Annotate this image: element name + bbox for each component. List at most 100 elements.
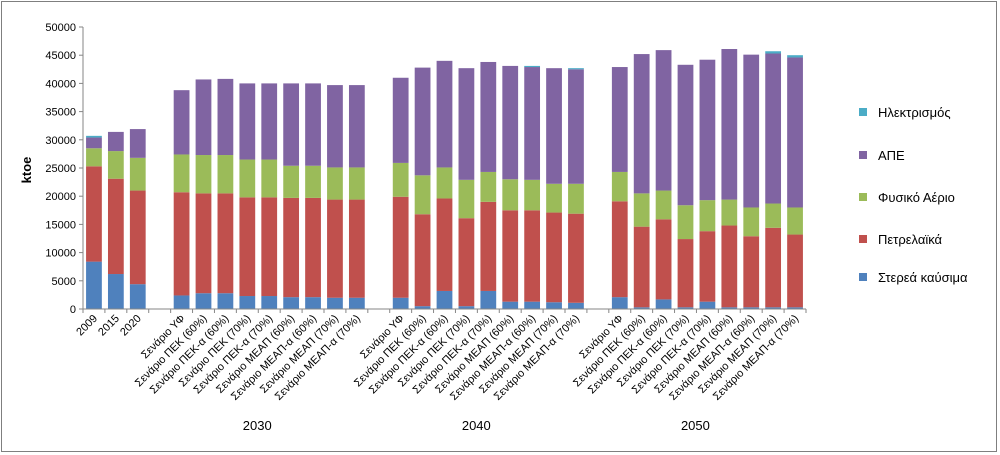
bar-segment: [721, 307, 738, 309]
bar-segment: [173, 90, 190, 155]
bar-segment: [305, 83, 321, 166]
bar-segment: [721, 49, 738, 200]
bar-segment: [436, 198, 453, 291]
bar-segment: [677, 307, 694, 309]
bar-segment: [524, 301, 541, 309]
bar-segment: [217, 78, 234, 156]
legend-label: Ηλεκτρισμός: [878, 105, 951, 120]
bar-segment: [611, 67, 628, 172]
y-tick-label: 45000: [45, 50, 76, 62]
bar-segment: [348, 199, 365, 298]
legend-label: ΑΠΕ: [878, 148, 905, 163]
bar-segment: [743, 236, 760, 308]
group-label: 2050: [681, 418, 710, 433]
bar-segment: [392, 297, 409, 309]
y-tick-label: 10000: [45, 248, 76, 260]
bar-segment: [611, 171, 628, 202]
bar-segment: [568, 302, 584, 309]
bar-segment: [239, 83, 256, 160]
bar-segment: [283, 83, 300, 166]
x-tick-label: 2020: [118, 313, 144, 339]
bar-segment: [524, 179, 541, 211]
x-tick-label: 2009: [74, 313, 100, 339]
group-label: 2030: [243, 418, 272, 433]
bar-segment: [699, 301, 716, 309]
bar-segment: [327, 297, 343, 309]
bar-segment: [261, 197, 278, 297]
bar-segment: [414, 175, 431, 215]
bar-segment: [86, 148, 102, 167]
bar-segment: [787, 307, 803, 309]
bar-segment: [129, 284, 146, 309]
legend-swatch: [859, 235, 867, 243]
bar-segment: [436, 167, 453, 199]
bar-segment: [502, 301, 519, 309]
bar-segment: [655, 50, 672, 191]
bar-segment: [787, 207, 803, 235]
bar-segment: [86, 137, 102, 149]
bar-segment: [217, 193, 234, 294]
plot-area: [86, 49, 803, 309]
bar-segment: [283, 297, 300, 309]
bar-segment: [107, 131, 124, 152]
y-tick-label: 15000: [45, 219, 76, 231]
y-tick-label: 50000: [45, 22, 76, 34]
bar-segment: [86, 166, 102, 262]
bar-segment: [195, 155, 212, 194]
bar-segment: [633, 54, 650, 194]
bar-segment: [86, 135, 102, 138]
bar-segment: [524, 67, 541, 180]
bar-segment: [611, 297, 628, 309]
bar-segment: [765, 227, 782, 308]
bar-segment: [261, 83, 278, 160]
legend-label: Στερεά καύσιμα: [878, 270, 968, 285]
bar-segment: [677, 239, 694, 308]
bar-segment: [743, 307, 760, 309]
bar-segment: [458, 218, 475, 307]
bar-segment: [765, 51, 782, 54]
bar-segment: [743, 54, 760, 208]
bar-segment: [480, 201, 497, 291]
bar-segment: [195, 293, 212, 309]
bar-segment: [261, 159, 278, 198]
bar-segment: [392, 77, 409, 163]
legend-swatch: [859, 151, 867, 159]
bar-segment: [173, 154, 190, 193]
bar-segment: [546, 212, 562, 303]
bar-segment: [239, 197, 256, 297]
bar-segment: [348, 297, 365, 309]
bar-segment: [327, 85, 343, 168]
bar-segment: [502, 65, 519, 180]
bar-segment: [348, 85, 365, 168]
bar-segment: [173, 192, 190, 296]
y-tick-label: 30000: [45, 135, 76, 147]
bar-segment: [699, 59, 716, 201]
bar-segment: [568, 68, 584, 70]
legend-label: Φυσικό Αέριο: [878, 190, 955, 205]
bar-segment: [787, 234, 803, 308]
bar-segment: [392, 196, 409, 298]
bar-segment: [414, 67, 431, 176]
bar-segment: [568, 183, 584, 214]
legend-label: Πετρελαϊκά: [878, 232, 943, 247]
bar-segment: [239, 159, 256, 198]
bar-segment: [283, 197, 300, 298]
bar-segment: [327, 167, 343, 200]
bar-segment: [239, 296, 256, 309]
bar-segment: [107, 178, 124, 275]
bar-segment: [546, 183, 562, 213]
bar-segment: [787, 57, 803, 208]
bar-segment: [524, 210, 541, 302]
bar-segment: [173, 295, 190, 309]
legend-swatch: [859, 108, 867, 116]
bar-segment: [261, 296, 278, 309]
bar-segment: [436, 60, 453, 168]
y-tick-label: 35000: [45, 107, 76, 119]
bar-segment: [699, 200, 716, 232]
bar-segment: [633, 226, 650, 308]
bar-segment: [677, 205, 694, 240]
bar-segment: [107, 151, 124, 179]
y-tick-label: 5000: [52, 276, 76, 288]
bar-segment: [655, 190, 672, 220]
